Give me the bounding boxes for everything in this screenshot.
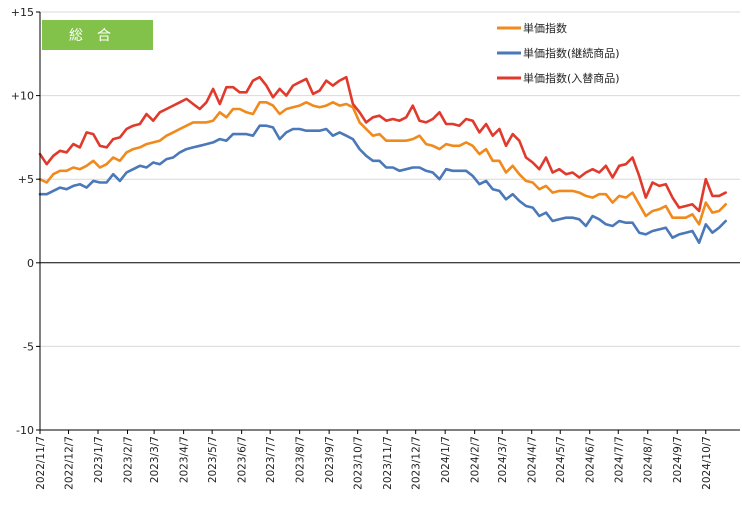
legend-label-continuing: 単価指数(継続商品) [523,46,620,60]
x-tick-label: 2024/9/7 [672,436,684,483]
x-tick-label: 2023/12/7 [411,436,423,490]
x-tick-label: 2024/3/7 [497,436,509,483]
x-tick-label: 2024/2/7 [470,436,482,483]
series-line-2 [38,75,728,213]
y-tick-label: 0 [27,257,34,270]
y-tick-label: +15 [11,6,34,19]
x-tick-label: 2024/6/7 [585,436,597,483]
y-tick-label: -10 [16,424,34,437]
legend-item-unit-price: 単価指数 [497,21,567,35]
x-tick-label: 2023/3/7 [149,436,161,483]
x-tick-label: 2024/7/7 [613,436,625,483]
legend-label-replacement: 単価指数(入替商品) [523,71,620,85]
x-tick-label: 2024/4/7 [527,436,539,483]
x-tick-label: 2024/5/7 [555,436,567,483]
badge: 総合 [42,20,153,50]
y-tick-label: +5 [18,173,34,186]
axes [36,11,740,434]
badge-label: 総合 [69,28,125,44]
y-tick-label: -5 [23,340,34,353]
x-tick-label: 2022/12/7 [64,436,76,490]
x-tick-label: 2023/7/7 [265,436,277,483]
x-tick-label: 2023/5/7 [207,436,219,483]
x-tick-label: 2023/2/7 [123,436,135,483]
gridlines [40,11,740,347]
y-tick-labels: +15 +10 +5 0 -5 -10 [11,6,34,437]
legend-item-continuing: 単価指数(継続商品) [497,46,620,60]
x-tick-label: 2023/9/7 [324,436,336,483]
x-tick-label: 2023/8/7 [295,436,307,483]
x-tick-label: 2023/1/7 [93,436,105,483]
x-tick-labels: 2022/11/7 2022/12/7 2023/1/7 2023/2/7 2023/3… [35,436,713,490]
x-tick-label: 2024/10/7 [701,436,713,490]
x-tick-label: 2022/11/7 [35,436,47,490]
series-line-0 [38,101,728,226]
x-tick-label: 2024/1/7 [440,436,452,483]
series-line-1 [38,124,728,244]
legend-item-replacement: 単価指数(入替商品) [497,71,620,85]
x-tick-label: 2024/8/7 [643,436,655,483]
x-tick-label: 2023/11/7 [382,436,394,490]
x-tick-label: 2023/6/7 [237,436,249,483]
y-tick-label: +10 [11,90,34,103]
badge-background [42,20,153,50]
x-tick-label: 2023/10/7 [353,436,365,490]
series-lines [38,75,728,244]
legend: 単価指数 単価指数(継続商品) 単価指数(入替商品) [497,21,620,85]
legend-label-unit-price: 単価指数 [523,21,567,35]
x-tick-label: 2023/4/7 [179,436,191,483]
